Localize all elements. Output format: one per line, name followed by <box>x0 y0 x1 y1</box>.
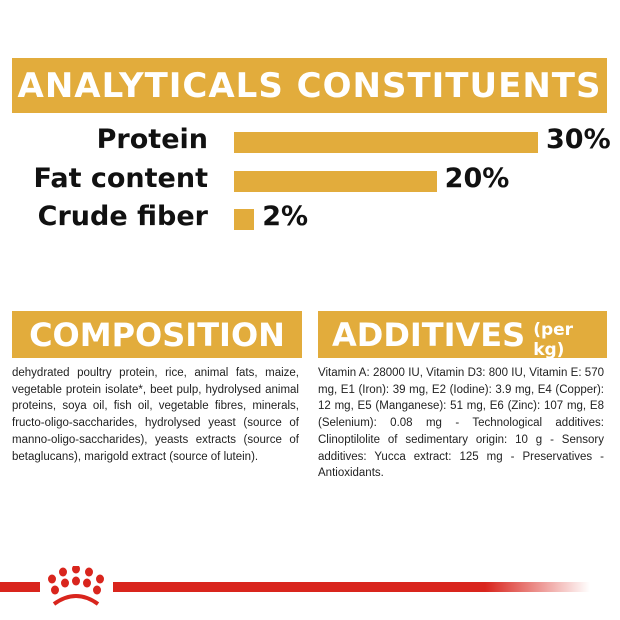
value-label: 30% <box>546 124 611 155</box>
category-label: Fat content <box>33 163 208 194</box>
value-label: 2% <box>262 201 309 232</box>
additives-text: Vitamin A: 28000 IU, Vitamin D3: 800 IU,… <box>318 367 604 480</box>
brand-line-left <box>0 582 40 592</box>
brand-line-right <box>113 582 590 592</box>
composition-text: dehydrated poultry protein, rice, animal… <box>12 367 299 463</box>
additives-banner: ADDITIVES (per kg) <box>318 311 607 360</box>
value-label: 20% <box>444 163 510 194</box>
additives-subtitle: (per kg) <box>533 319 574 360</box>
category-label: Protein <box>96 124 208 155</box>
bar-crude-fiber <box>234 209 255 230</box>
additives-title: ADDITIVES <box>332 315 526 354</box>
bar-protein <box>234 132 538 153</box>
bar-fat-content <box>234 171 437 192</box>
composition-title: COMPOSITION <box>12 311 302 358</box>
analyticals-title: ANALYTICALS CONSTITUENTS <box>12 58 607 113</box>
category-label: Crude fiber <box>37 201 208 232</box>
royal-canin-crown-icon <box>48 566 104 606</box>
